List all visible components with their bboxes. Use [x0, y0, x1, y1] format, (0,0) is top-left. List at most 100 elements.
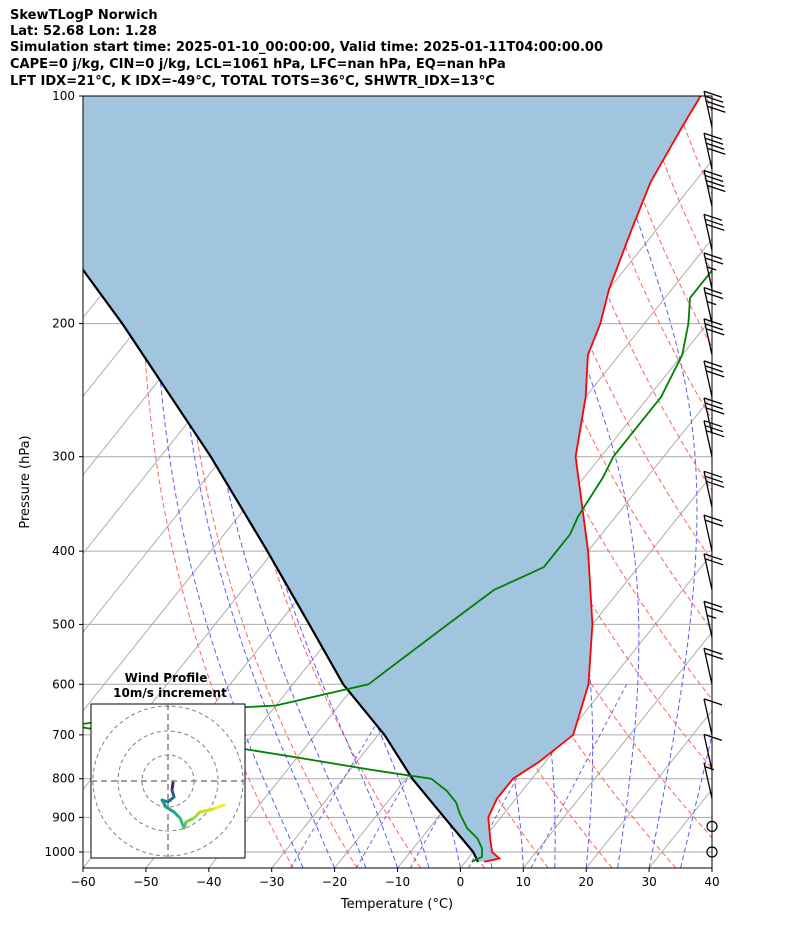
- dry-adiabat: [739, 96, 794, 868]
- y-tick-label: 300: [52, 450, 75, 464]
- moist-adiabat: [711, 866, 712, 868]
- barb-staff: [703, 553, 713, 590]
- x-tick-label: −30: [259, 875, 284, 889]
- barb-full: [706, 223, 725, 231]
- hodograph-segment: [214, 803, 226, 810]
- barb-full: [704, 425, 724, 433]
- x-tick-label: −10: [385, 875, 410, 889]
- barb-staff: [703, 648, 713, 685]
- dry-adiabat: [141, 96, 294, 868]
- barb-staff: [703, 91, 713, 128]
- isotherm-line: [585, 709, 712, 868]
- wind-barb: [703, 600, 724, 638]
- barb-full: [703, 213, 723, 221]
- x-tick-label: 20: [579, 875, 594, 889]
- barb-full: [706, 100, 725, 108]
- sounding-lines: [83, 96, 712, 863]
- y-tick-label: 900: [52, 810, 75, 824]
- wind-barb: [703, 318, 725, 356]
- barb-full: [706, 370, 725, 378]
- barb-full: [703, 420, 723, 428]
- barb-staff: [703, 318, 713, 356]
- index-line: LFT IDX=21°C, K IDX=-49°C, TOTAL TOTS=36…: [10, 74, 495, 89]
- wind-barb: [706, 846, 718, 858]
- moist-adiabat: [507, 96, 640, 868]
- moist-adiabat: [175, 96, 336, 868]
- calm-wind-circle: [706, 820, 718, 832]
- isotherm-line: [0, 96, 72, 868]
- temperature-line: [484, 96, 702, 863]
- barb-full: [704, 652, 724, 660]
- mixing-ratio-line: [530, 684, 628, 868]
- cape-line: CAPE=0 j/kg, CIN=0 j/kg, LCL=1061 hPa, L…: [10, 57, 506, 72]
- y-tick-label: 500: [52, 617, 75, 631]
- dry-adiabat: [640, 96, 712, 274]
- barb-full: [704, 519, 724, 527]
- wind-barb: [703, 420, 725, 457]
- x-tick-label: −60: [70, 875, 95, 889]
- wind-barb: [703, 762, 715, 799]
- wind-barb: [703, 514, 724, 552]
- barb-full: [704, 137, 724, 145]
- wind-barbs: [703, 90, 726, 858]
- barb-half: [704, 766, 715, 771]
- wind-barb: [703, 397, 725, 435]
- barb-full: [704, 402, 724, 410]
- hodograph-segment: [198, 808, 212, 814]
- barb-full: [703, 553, 723, 561]
- mixing-ratio-line: [355, 684, 463, 868]
- wind-barb: [703, 553, 724, 590]
- x-tick-label: −50: [133, 875, 158, 889]
- barb-staff: [703, 515, 713, 552]
- barb-full: [706, 328, 725, 336]
- wind-barb: [703, 360, 725, 397]
- dry-adiabat: [705, 96, 712, 114]
- location-line: Lat: 52.68 Lon: 1.28: [10, 24, 157, 39]
- barb-full: [706, 142, 725, 150]
- barb-full: [703, 318, 723, 326]
- x-axis-label: Temperature (°C): [340, 897, 453, 912]
- x-tick-label: 0: [457, 875, 465, 889]
- barb-full: [706, 480, 725, 488]
- barb-staff: [703, 170, 713, 207]
- barb-full: [704, 257, 724, 265]
- moist-adiabat: [599, 96, 698, 868]
- wind-barb: [703, 470, 725, 508]
- y-tick-label: 1000: [44, 845, 75, 859]
- barb-half: [706, 266, 717, 271]
- barb-full: [707, 147, 726, 155]
- wind-profile-inset: Wind Profile 10m/s increment: [90, 671, 246, 859]
- barb-full: [703, 132, 723, 140]
- moist-adiabat: [154, 96, 304, 868]
- barb-full: [704, 605, 724, 613]
- barb-full: [703, 252, 723, 260]
- barb-staff: [703, 601, 713, 638]
- dry-adiabat: [672, 96, 712, 196]
- barb-full: [704, 558, 724, 566]
- barb-staff: [703, 734, 713, 771]
- barb-staff: [703, 133, 713, 170]
- wind-barb: [703, 647, 724, 685]
- dry-adiabat: [542, 96, 712, 492]
- y-tick-label: 100: [52, 89, 75, 103]
- barb-full: [704, 365, 724, 373]
- barb-staff: [703, 420, 713, 457]
- barb-full: [704, 218, 724, 226]
- barb-half: [706, 300, 717, 306]
- x-tick-label: 40: [704, 875, 719, 889]
- x-tick-label: 10: [516, 875, 531, 889]
- x-tick-label: −40: [196, 875, 221, 889]
- barb-staff: [703, 360, 713, 397]
- barb-half: [706, 614, 717, 619]
- wind-barb: [703, 698, 723, 736]
- barb-full: [707, 105, 726, 113]
- x-tick-label: 30: [641, 875, 656, 889]
- dry-adiabat: [575, 96, 712, 421]
- barb-staff: [703, 762, 713, 799]
- barb-staff: [703, 698, 713, 736]
- axes: −60 −50 −40 −30 −20 −10 0 10 20 30 40 100 200 300 400 5…: [44, 89, 719, 889]
- cin-shade-area: [83, 96, 701, 862]
- barb-full: [704, 291, 724, 300]
- barb-full: [706, 407, 725, 415]
- inset-subtitle: 10m/s increment: [113, 686, 227, 700]
